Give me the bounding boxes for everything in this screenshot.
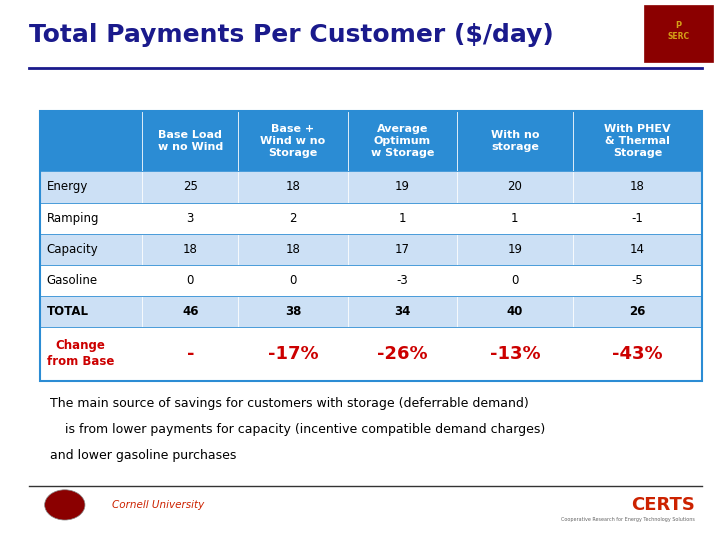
Bar (457, 327, 573, 381)
Text: CERTS: CERTS (631, 496, 695, 514)
Bar (143, 265, 238, 296)
Bar (40, 202, 143, 233)
Bar (143, 172, 238, 202)
Text: 38: 38 (285, 305, 301, 318)
Bar (238, 172, 348, 202)
Bar (348, 295, 457, 327)
Text: P: P (675, 22, 681, 30)
Text: Average
Optimum
w Storage: Average Optimum w Storage (371, 124, 434, 158)
Text: 0: 0 (289, 274, 297, 287)
Text: 20: 20 (508, 180, 522, 193)
Bar (238, 111, 348, 172)
Bar (143, 202, 238, 233)
Text: 19: 19 (395, 180, 410, 193)
Text: Change
from Base: Change from Base (47, 340, 114, 368)
Bar (573, 233, 702, 265)
Bar (40, 233, 143, 265)
Bar (238, 265, 348, 296)
Bar (348, 111, 457, 172)
Text: -13%: -13% (490, 345, 540, 363)
Text: 1: 1 (398, 212, 406, 225)
Text: 2: 2 (289, 212, 297, 225)
Text: 34: 34 (394, 305, 410, 318)
Text: 26: 26 (629, 305, 646, 318)
Text: Ramping: Ramping (47, 212, 99, 225)
Bar (238, 327, 348, 381)
Bar (457, 295, 573, 327)
Text: and lower gasoline purchases: and lower gasoline purchases (50, 449, 237, 462)
Text: 14: 14 (630, 242, 645, 255)
Bar (143, 327, 238, 381)
Text: -1: -1 (631, 212, 644, 225)
Text: -5: -5 (631, 274, 643, 287)
Bar (457, 265, 573, 296)
Bar (238, 202, 348, 233)
Bar (143, 111, 238, 172)
Bar (573, 327, 702, 381)
Text: Base +
Wind w no
Storage: Base + Wind w no Storage (261, 124, 325, 158)
Text: Total Payments Per Customer ($/day): Total Payments Per Customer ($/day) (29, 23, 554, 47)
Bar (348, 202, 457, 233)
Text: 40: 40 (507, 305, 523, 318)
Bar (40, 327, 143, 381)
Bar (143, 295, 238, 327)
Text: TOTAL: TOTAL (47, 305, 89, 318)
Bar (40, 295, 143, 327)
Text: -3: -3 (397, 274, 408, 287)
Bar (40, 265, 143, 296)
Bar (348, 327, 457, 381)
Bar (457, 111, 573, 172)
Text: 0: 0 (186, 274, 194, 287)
Text: Cornell University: Cornell University (112, 500, 204, 510)
Text: 18: 18 (286, 242, 300, 255)
Bar (457, 172, 573, 202)
Text: 46: 46 (182, 305, 199, 318)
Text: Capacity: Capacity (47, 242, 99, 255)
Bar (573, 172, 702, 202)
Text: 17: 17 (395, 242, 410, 255)
Bar (573, 265, 702, 296)
Text: With PHEV
& Thermal
Storage: With PHEV & Thermal Storage (604, 124, 671, 158)
Text: -26%: -26% (377, 345, 428, 363)
Text: Gasoline: Gasoline (47, 274, 98, 287)
Text: -: - (186, 345, 194, 363)
Text: 25: 25 (183, 180, 198, 193)
Bar (238, 295, 348, 327)
Bar (348, 233, 457, 265)
Bar (573, 202, 702, 233)
Text: Cooperative Research for Energy Technology Solutions: Cooperative Research for Energy Technolo… (561, 517, 695, 522)
Text: 18: 18 (183, 242, 198, 255)
Text: 18: 18 (630, 180, 645, 193)
Bar (40, 111, 702, 381)
Text: 19: 19 (508, 242, 523, 255)
Text: -43%: -43% (612, 345, 662, 363)
Bar (573, 111, 702, 172)
Bar (457, 202, 573, 233)
Bar (348, 265, 457, 296)
Bar (644, 5, 713, 62)
Text: 0: 0 (511, 274, 518, 287)
Text: With no
storage: With no storage (490, 130, 539, 152)
Circle shape (45, 490, 85, 520)
Text: The main source of savings for customers with storage (deferrable demand): The main source of savings for customers… (50, 397, 529, 410)
Text: 1: 1 (511, 212, 518, 225)
Text: is from lower payments for capacity (incentive compatible demand charges): is from lower payments for capacity (inc… (65, 423, 545, 436)
Bar (40, 172, 143, 202)
Text: Energy: Energy (47, 180, 88, 193)
Bar (457, 233, 573, 265)
Bar (143, 233, 238, 265)
Text: 3: 3 (186, 212, 194, 225)
Text: Base Load
w no Wind: Base Load w no Wind (158, 130, 223, 152)
Bar (348, 172, 457, 202)
Bar (238, 233, 348, 265)
Bar (40, 111, 143, 172)
Bar (573, 295, 702, 327)
Text: SERC: SERC (667, 32, 689, 41)
Text: 18: 18 (286, 180, 300, 193)
Text: -17%: -17% (268, 345, 318, 363)
